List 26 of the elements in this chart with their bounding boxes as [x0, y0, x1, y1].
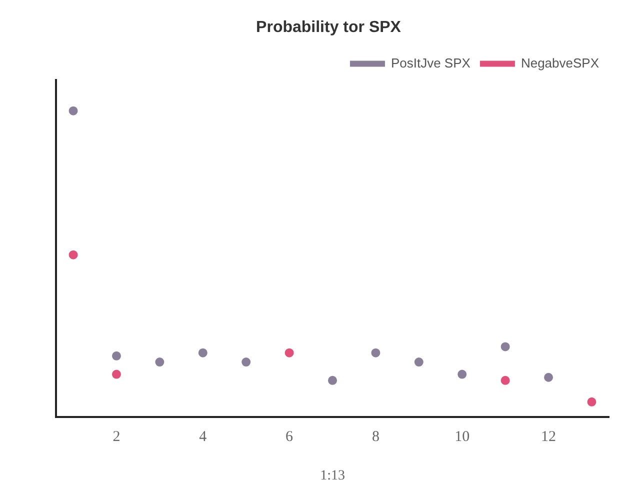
x-tick-label: 8	[372, 429, 380, 446]
point	[544, 372, 554, 382]
point	[500, 376, 510, 385]
point	[68, 250, 78, 260]
point	[500, 342, 510, 352]
x-tick-label: 4	[199, 429, 208, 446]
point	[414, 358, 424, 367]
legend-label: NegabveSPX	[520, 55, 600, 70]
point	[112, 351, 121, 360]
point	[242, 358, 251, 367]
point	[68, 106, 78, 116]
point	[328, 376, 337, 385]
x-tick-label: 12	[541, 429, 556, 446]
x-axis-title: 1:13	[320, 468, 345, 484]
chart-title: Probability tor SPX	[256, 19, 402, 36]
point	[155, 358, 164, 367]
point	[198, 348, 208, 358]
point	[112, 370, 121, 379]
x-tick-label: 10	[454, 429, 470, 446]
x-tick-label: 2	[112, 429, 120, 446]
x-tick-label: 6	[286, 429, 294, 446]
point	[371, 348, 380, 358]
point	[284, 348, 294, 358]
point	[587, 397, 596, 406]
legend-label: PosItJve SPX	[390, 55, 471, 70]
point	[458, 370, 467, 379]
